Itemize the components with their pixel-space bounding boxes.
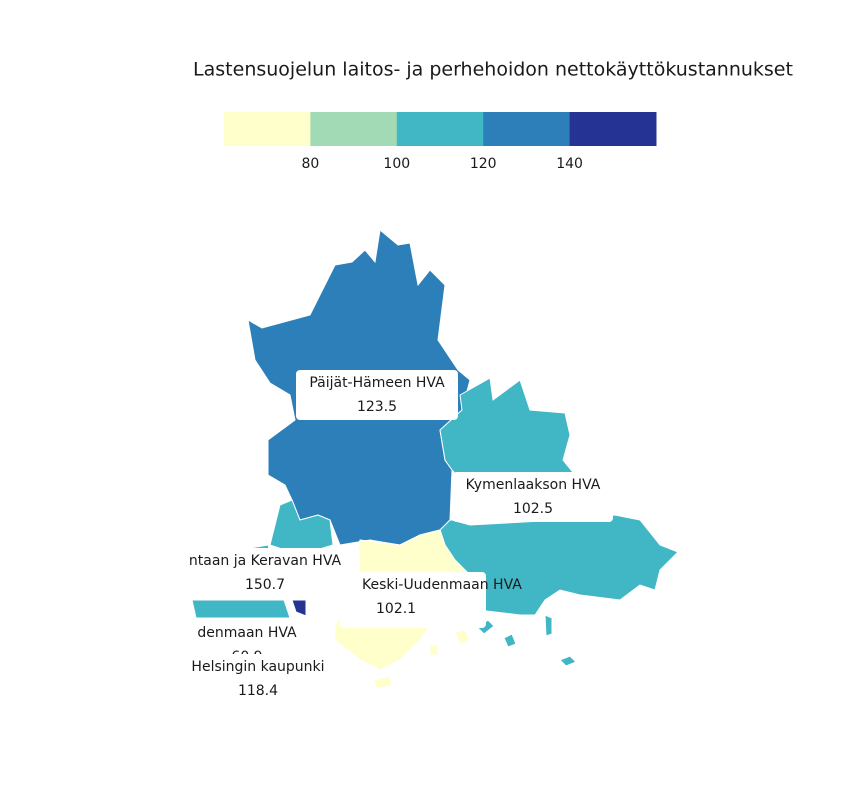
colorbar-tick-label: 120 <box>470 156 497 172</box>
colorbar-bin <box>310 112 398 146</box>
region-labels: Päijät-Hämeen HVA 123.5 Kymenlaakson HVA 10… <box>160 370 613 706</box>
region <box>291 599 307 617</box>
label-box <box>160 620 334 662</box>
label-box <box>180 654 336 706</box>
region <box>559 655 577 667</box>
region-value: 123.5 <box>357 399 397 415</box>
colorbar-bin <box>483 112 571 146</box>
colorbar-bin <box>224 112 311 146</box>
label-box <box>340 572 486 628</box>
regions <box>191 229 679 689</box>
region <box>373 675 393 689</box>
region-label: denmaan HVA <box>197 625 297 641</box>
colorbar-bin <box>396 112 484 146</box>
region <box>439 377 576 491</box>
colorbar: 80 100 120 140 <box>224 112 657 172</box>
region <box>503 633 517 648</box>
label-box <box>296 370 458 420</box>
region-label: Päijät-Hämeen HVA <box>309 375 445 391</box>
region-label: Helsingin kaupunki <box>191 659 324 675</box>
region <box>429 644 439 656</box>
colorbar-tick-label: 100 <box>383 156 410 172</box>
region-value: 102.1 <box>376 601 416 617</box>
region-value: 150.7 <box>245 577 285 593</box>
region-label: ntaan ja Keravan HVA <box>189 553 342 569</box>
region-value: 118.4 <box>238 683 278 699</box>
region <box>544 614 553 637</box>
label-box <box>453 472 613 522</box>
map-title: Lastensuojelun laitos- ja perhehoidon ne… <box>193 59 793 81</box>
region-label: Keski-Uudenmaan HVA <box>362 577 522 593</box>
region-label: Kymenlaakson HVA <box>466 477 601 493</box>
colorbar-tick-label: 140 <box>556 156 583 172</box>
region <box>191 599 291 619</box>
region <box>454 629 471 645</box>
label-box <box>168 548 360 600</box>
colorbar-bin <box>569 112 657 146</box>
colorbar-tick-label: 80 <box>301 156 319 172</box>
region-value: 102.5 <box>513 501 553 517</box>
region <box>269 499 334 556</box>
